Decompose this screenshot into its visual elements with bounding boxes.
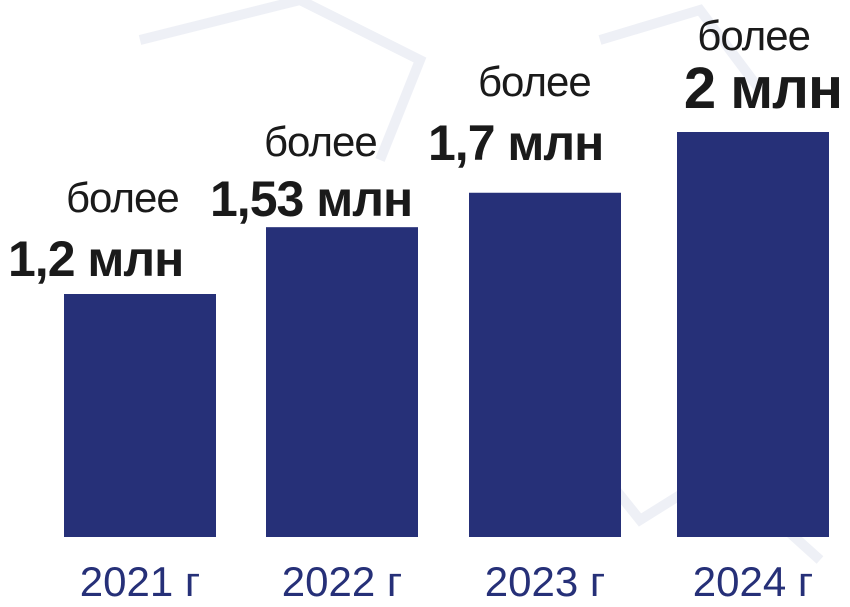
bar-4	[677, 132, 829, 537]
category-labels-group: 2021 г 2022 г 2023 г 2024 г	[80, 558, 813, 605]
category-label: 2023 г	[485, 558, 605, 605]
data-label-value: 1,7 млн	[428, 115, 603, 171]
bar-3	[469, 192, 621, 537]
bar-1	[64, 294, 216, 537]
data-label-prefix: более	[66, 174, 179, 221]
bars-group	[64, 132, 829, 538]
category-label: 2024 г	[693, 558, 813, 605]
data-label-prefix: более	[478, 58, 591, 105]
data-label-value: 1,53 млн	[210, 171, 412, 227]
category-label: 2021 г	[80, 558, 200, 605]
data-label-prefix: более	[697, 12, 810, 59]
bar-2	[266, 227, 418, 538]
data-label-value: 1,2 млн	[8, 231, 183, 287]
data-label-prefix: более	[264, 118, 377, 165]
category-label: 2022 г	[282, 558, 402, 605]
data-label-value: 2 млн	[684, 56, 842, 121]
